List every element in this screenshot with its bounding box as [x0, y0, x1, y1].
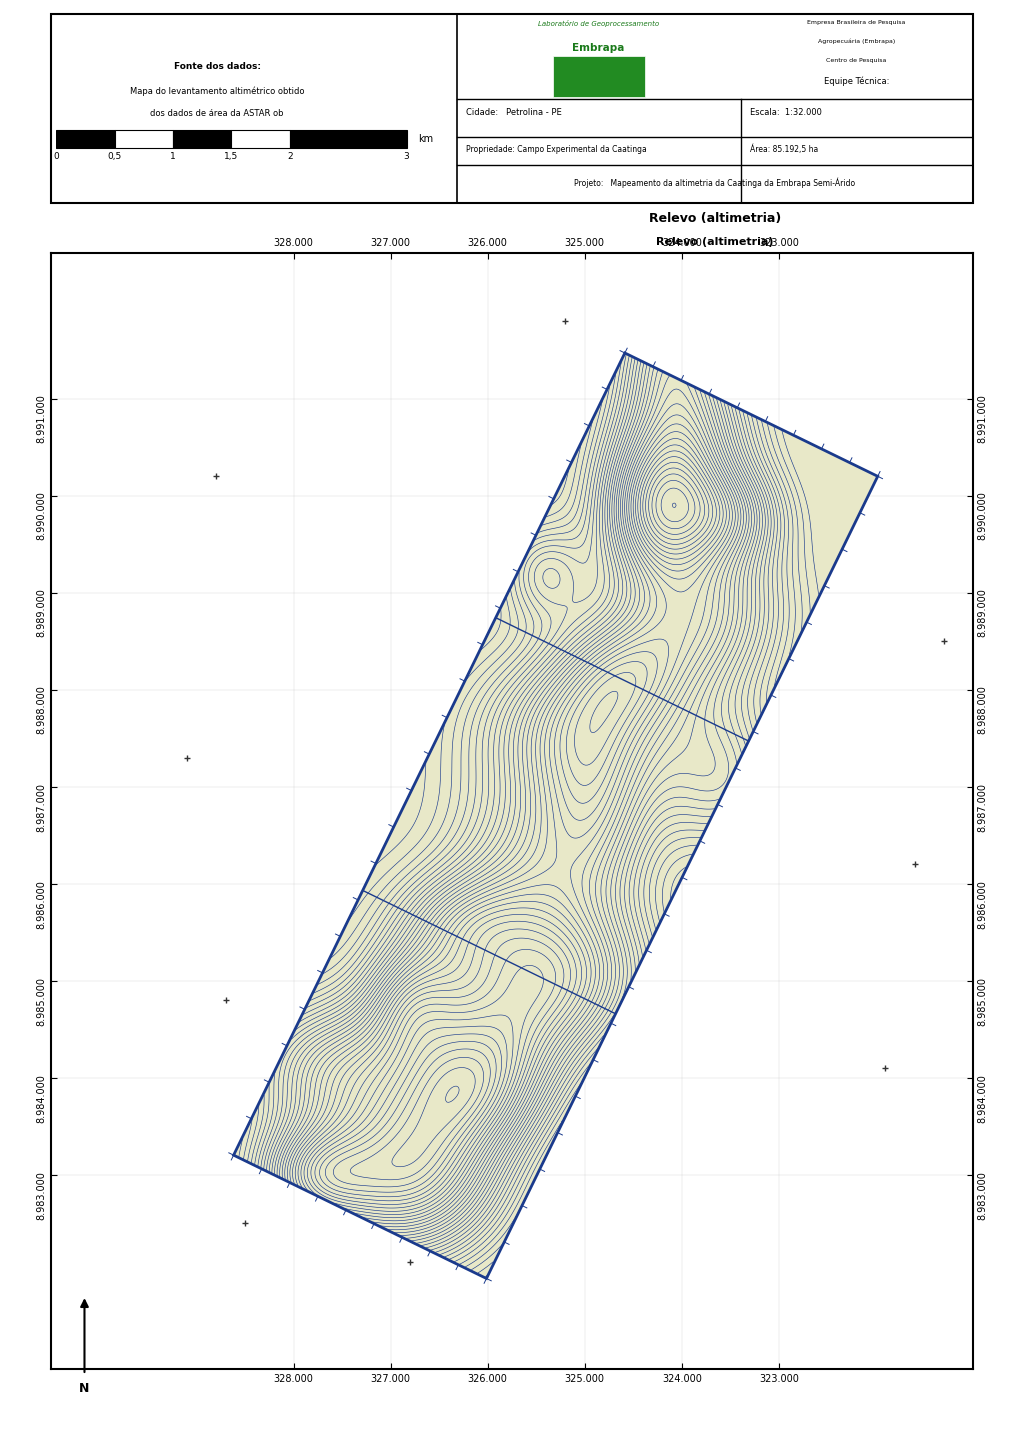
Text: Empresa Brasileira de Pesquisa: Empresa Brasileira de Pesquisa: [808, 20, 906, 25]
Text: 1: 1: [170, 152, 176, 161]
Text: N: N: [79, 1381, 90, 1394]
Text: Área: 85.192,5 ha: Área: 85.192,5 ha: [750, 145, 818, 153]
Text: Agropecuária (Embrapa): Agropecuária (Embrapa): [818, 39, 895, 45]
Text: dos dados de área da ASTAR ob: dos dados de área da ASTAR ob: [151, 109, 284, 117]
Text: Relevo (altimetria): Relevo (altimetria): [648, 213, 781, 224]
Bar: [115, 130, 173, 148]
Text: Mapa do levantamento altimétrico obtido: Mapa do levantamento altimétrico obtido: [130, 85, 304, 96]
Text: 1,5: 1,5: [224, 152, 239, 161]
Text: 0: 0: [53, 152, 59, 161]
Text: Fonte dos dados:: Fonte dos dados:: [174, 61, 260, 71]
Text: Relevo (altimetria): Relevo (altimetria): [656, 236, 773, 246]
Text: Propriedade: Campo Experimental da Caatinga: Propriedade: Campo Experimental da Caati…: [466, 145, 647, 153]
Bar: [553, 56, 645, 97]
Bar: [290, 130, 407, 148]
Text: 3: 3: [403, 152, 410, 161]
Text: km: km: [418, 133, 433, 143]
Bar: [173, 130, 231, 148]
Polygon shape: [233, 353, 878, 1279]
Text: Centro de Pesquisa: Centro de Pesquisa: [826, 58, 887, 62]
Text: Equipe Técnica:: Equipe Técnica:: [824, 77, 890, 85]
Bar: [56, 130, 115, 148]
Text: Cidade:   Petrolina - PE: Cidade: Petrolina - PE: [466, 107, 562, 117]
Text: Embrapa: Embrapa: [572, 43, 625, 52]
Text: Laboratório de Geoprocessamento: Laboratório de Geoprocessamento: [538, 20, 659, 28]
Text: Projeto:   Mapeamento da altimetria da Caatinga da Embrapa Semi-Árido: Projeto: Mapeamento da altimetria da Caa…: [574, 178, 855, 188]
Bar: [231, 130, 290, 148]
Text: Escala:  1:32.000: Escala: 1:32.000: [750, 107, 821, 117]
Text: 0,5: 0,5: [108, 152, 122, 161]
Text: escala 1:1.000 de bases na 1988 de: escala 1:1.000 de bases na 1988 de: [141, 132, 293, 140]
Text: 2: 2: [287, 152, 293, 161]
Text: Embrapa: Embrapa: [577, 72, 622, 81]
